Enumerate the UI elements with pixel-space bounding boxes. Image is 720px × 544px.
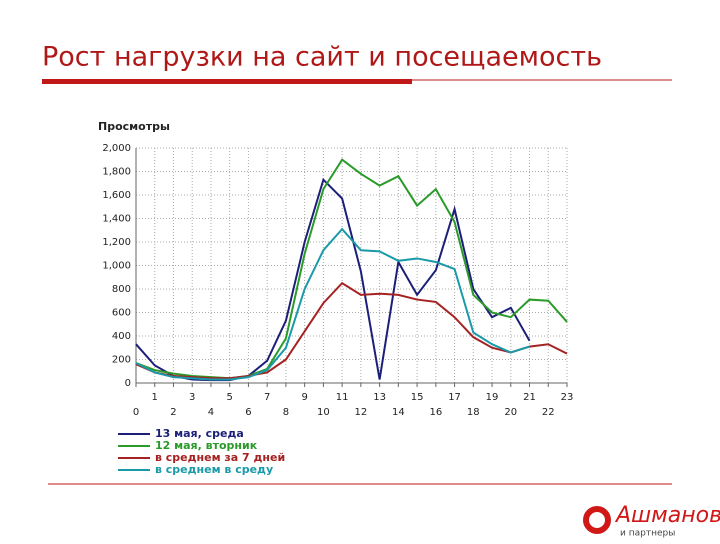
logo-name: Ашманов — [614, 503, 720, 528]
x-tick-label: 8 — [283, 407, 289, 418]
series-line — [135, 158, 568, 380]
legend-label: 12 мая, вторник — [155, 439, 258, 452]
x-tick-label: 11 — [336, 392, 349, 403]
y-tick-label: 2,000 — [102, 143, 131, 154]
x-tick-label: 6 — [245, 407, 251, 418]
x-tick-label: 5 — [227, 392, 233, 403]
y-tick-label: 600 — [112, 308, 131, 319]
x-tick-label: 9 — [301, 392, 307, 403]
legend-label: в среднем в среду — [155, 463, 273, 476]
y-tick-label: 800 — [112, 284, 131, 295]
x-tick-label: 22 — [542, 407, 555, 418]
logo-icon — [583, 506, 611, 534]
x-tick-label: 16 — [429, 407, 442, 418]
x-tick-label: 20 — [504, 407, 517, 418]
x-tick-label: 1 — [152, 392, 158, 403]
y-axis-title: Просмотры — [98, 120, 170, 133]
legend-label: 13 мая, среда — [155, 427, 244, 440]
x-tick-label: 15 — [411, 392, 424, 403]
title-bar — [42, 79, 412, 84]
x-tick-label: 0 — [133, 407, 139, 418]
series-line — [135, 227, 530, 381]
x-tick-label: 2 — [170, 407, 176, 418]
x-tick-label: 10 — [317, 407, 330, 418]
plot-area — [136, 148, 567, 383]
y-tick-label: 400 — [112, 331, 131, 342]
y-tick-label: 1,800 — [102, 167, 131, 178]
y-tick-label: 0 — [125, 378, 131, 389]
x-tick-label: 14 — [392, 407, 405, 418]
x-tick-label: 3 — [189, 392, 195, 403]
slide-title: Рост нагрузки на сайт и посещаемость — [42, 42, 602, 73]
y-tick-label: 1,600 — [102, 190, 131, 201]
y-tick-label: 1,200 — [102, 237, 131, 248]
x-tick-label: 23 — [561, 392, 574, 403]
x-tick-label: 4 — [208, 407, 214, 418]
chart: 02004006008001,0001,2001,4001,6001,8002,… — [102, 143, 573, 476]
legend-label: в среднем за 7 дней — [155, 451, 285, 464]
logo-sub: и партнеры — [620, 529, 675, 539]
y-tick-label: 1,000 — [102, 261, 131, 272]
x-tick-label: 7 — [264, 392, 270, 403]
x-tick-label: 19 — [486, 392, 499, 403]
y-tick-label: 200 — [112, 355, 131, 366]
x-tick-label: 13 — [373, 392, 386, 403]
x-tick-label: 21 — [523, 392, 536, 403]
x-tick-label: 12 — [355, 407, 368, 418]
x-tick-label: 17 — [448, 392, 461, 403]
y-tick-label: 1,400 — [102, 214, 131, 225]
series-line — [135, 281, 568, 380]
x-tick-label: 18 — [467, 407, 480, 418]
